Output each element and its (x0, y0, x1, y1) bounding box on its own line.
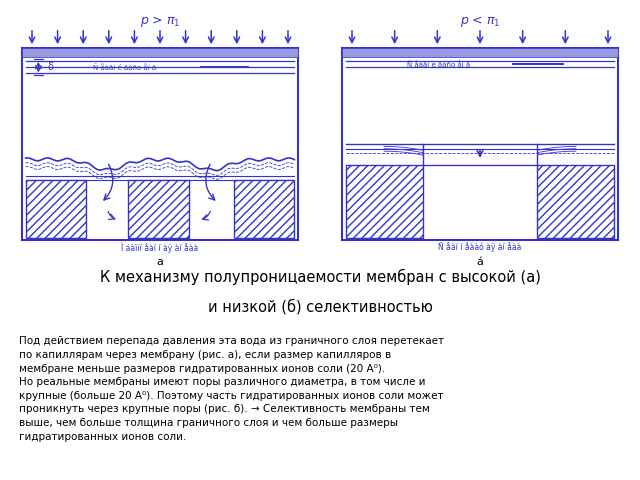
Bar (22, 48, 298, 240)
Text: Ì áàïïí åàí í àÿ àí åàà: Ì áàïïí åàí í àÿ àí åàà (122, 242, 198, 253)
Bar (26, 180, 86, 238)
Text: К механизму полупроницаемости мембран с высокой (а): К механизму полупроницаемости мембран с … (100, 269, 540, 285)
Bar (538, 165, 614, 238)
Text: р > $\pi_1$: р > $\pi_1$ (140, 14, 180, 29)
Text: и низкой (б) селективностью: и низкой (б) селективностью (207, 299, 433, 314)
Text: á: á (477, 257, 483, 267)
Bar (342, 48, 618, 240)
Bar (22, 48, 298, 57)
Text: Ñ åàäí é äàño åí ä: Ñ åàäí é äàño åí ä (407, 61, 470, 68)
Bar (129, 180, 189, 238)
Bar (234, 180, 294, 238)
Text: Ñ åàäí é äàño åí ä: Ñ åàäí é äàño åí ä (93, 64, 156, 71)
Bar (342, 48, 618, 57)
Bar (346, 165, 422, 238)
Text: р < $\pi_1$: р < $\pi_1$ (460, 14, 500, 29)
Text: Под действием перепада давления эта вода из граничного слоя перетекает
по капилл: Под действием перепада давления эта вода… (19, 336, 444, 442)
Text: Ñ åàí í åààó àÿ àí åàà: Ñ åàí í åààó àÿ àí åàà (438, 242, 522, 252)
Text: а: а (157, 257, 163, 267)
Text: δ: δ (48, 62, 54, 72)
